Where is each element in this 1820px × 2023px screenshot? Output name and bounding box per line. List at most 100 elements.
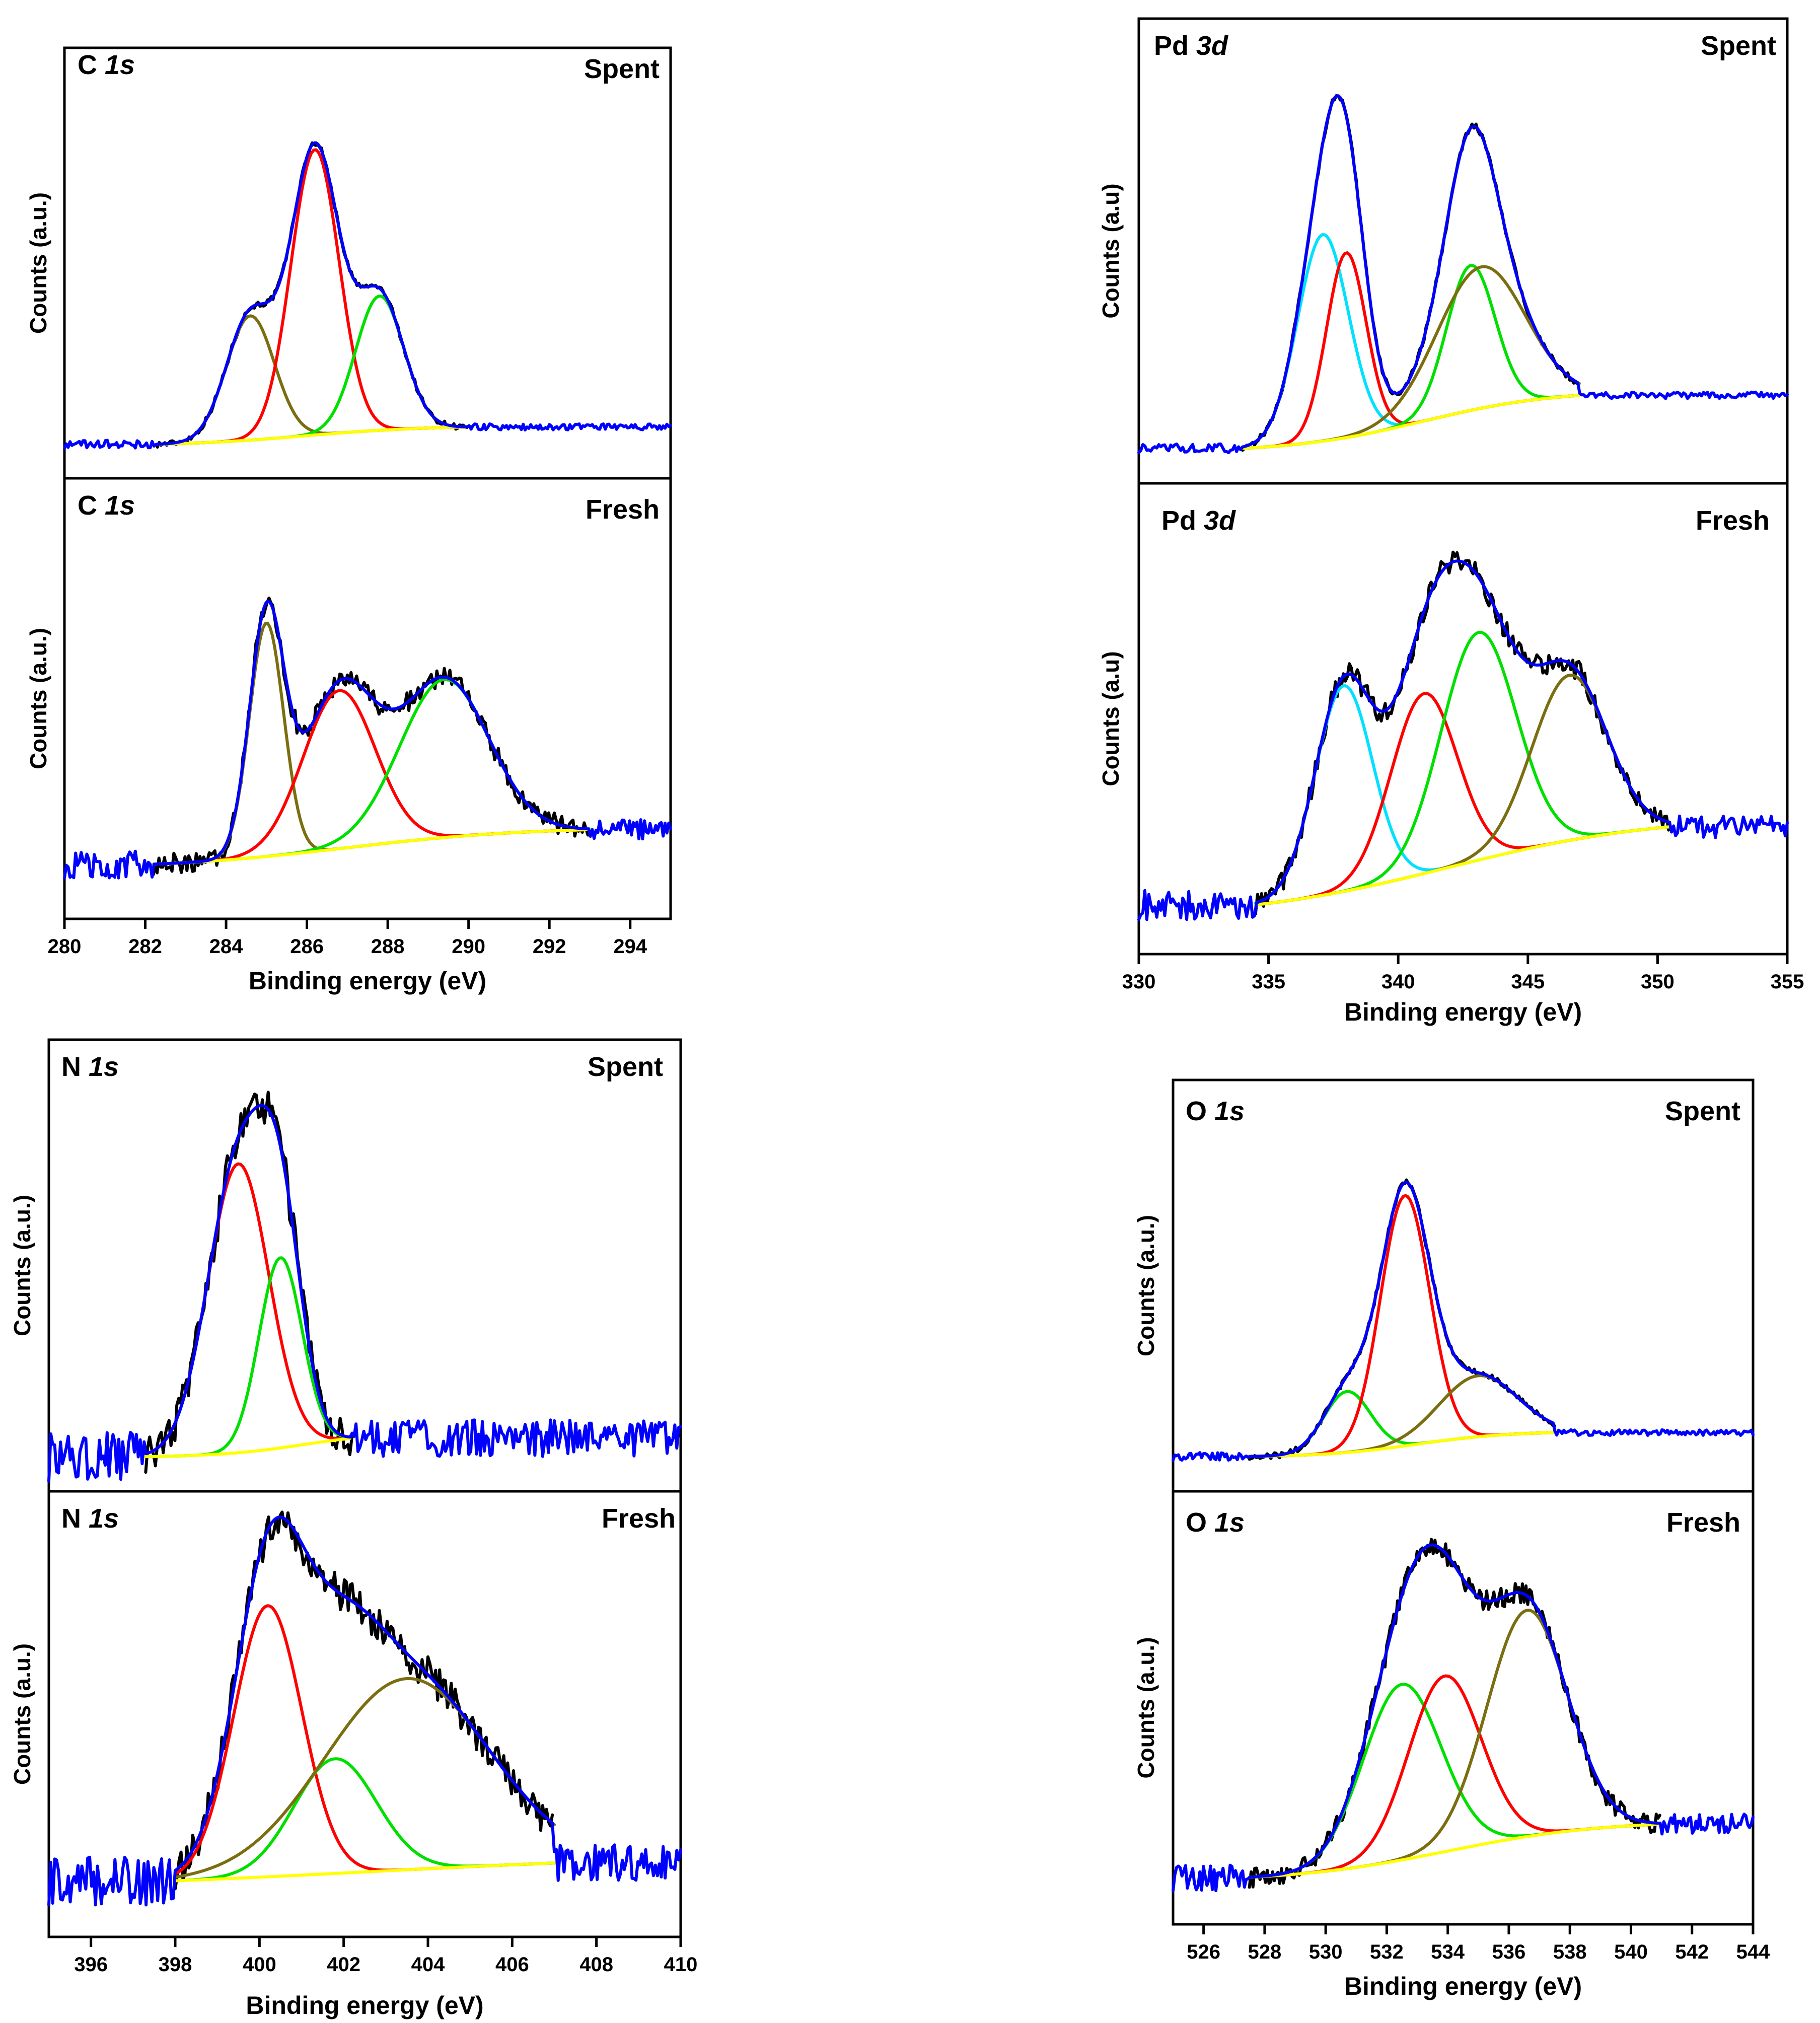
x-tick-label: 530 — [1309, 1941, 1343, 1963]
fit-component-3 — [1248, 1609, 1661, 1879]
fit-component-3 — [174, 1677, 556, 1879]
panel-spent: C 1s Spent Counts (a.u.) — [25, 46, 672, 480]
x-tick-label: 402 — [327, 1954, 360, 1976]
panel-fresh: N 1s Fresh Counts (a.u.) — [9, 1490, 682, 1938]
envelope-fit-line — [1172, 1543, 1755, 1893]
panel-core-level-label: Pd 3d — [1161, 505, 1236, 536]
background-line — [174, 1861, 556, 1883]
panel-frame — [1172, 1490, 1755, 1926]
fit-component-2 — [1254, 692, 1671, 907]
y-axis-label: Counts (a.u.) — [9, 1643, 35, 1785]
chart-n-1s: N 1s Spent Counts (a.u.) N 1s Fresh Counts (a… — [9, 1038, 698, 2019]
y-axis-label: Counts (a.u.) — [1133, 1215, 1159, 1356]
y-axis-label: Counts (a.u) — [1098, 651, 1124, 786]
envelope-fit-line — [47, 1104, 682, 1483]
x-tick-label: 398 — [159, 1954, 192, 1976]
panel-core-level-label: O 1s — [1186, 1096, 1245, 1126]
panel-frame — [1137, 482, 1789, 956]
x-tick-label: 288 — [371, 935, 405, 958]
x-tick-label: 542 — [1675, 1941, 1709, 1963]
x-axis-label: Binding energy (eV) — [246, 1991, 483, 2019]
panel-frame — [1137, 17, 1789, 485]
x-tick-label: 292 — [533, 935, 566, 958]
fit-component-2 — [174, 1757, 556, 1883]
x-tick-label: 355 — [1771, 971, 1804, 993]
panel-frame — [47, 1038, 682, 1493]
x-tick-label: 536 — [1492, 1941, 1526, 1963]
x-tick-label: 532 — [1370, 1941, 1404, 1963]
envelope-fit-line — [47, 1515, 682, 1907]
x-tick-label: 286 — [290, 935, 324, 958]
x-tick-label: 340 — [1381, 971, 1415, 993]
fit-component-1 — [1254, 684, 1671, 905]
chart-pd-3d: Pd 3d Spent Counts (a.u) Pd 3d Fresh Counts (… — [1098, 17, 1804, 1026]
x-tick-label: 290 — [452, 935, 485, 958]
envelope-fit-line — [1137, 559, 1789, 921]
x-tick-label: 280 — [48, 935, 82, 958]
fit-component-3 — [152, 678, 591, 866]
envelope-fit-line — [63, 141, 672, 450]
x-tick-label: 540 — [1614, 1941, 1648, 1963]
panel-fresh: O 1s Fresh Counts (a.u.) — [1133, 1490, 1755, 1926]
panel-condition-label: Fresh — [1666, 1507, 1740, 1538]
x-tick-label: 408 — [579, 1954, 613, 1976]
x-axis-label: Binding energy (eV) — [1344, 998, 1582, 1026]
x-axis-label: Binding energy (eV) — [249, 967, 486, 995]
panel-frame — [63, 477, 672, 920]
panel-core-level-label: O 1s — [1186, 1507, 1245, 1538]
y-axis-label: Counts (a.u) — [1098, 183, 1124, 318]
panel-core-level-label: C 1s — [78, 50, 135, 80]
panel-frame — [63, 46, 672, 480]
fit-component-4 — [1254, 673, 1671, 907]
x-tick-label: 406 — [495, 1954, 529, 1976]
panel-condition-label: Fresh — [602, 1503, 676, 1534]
panel-spent: O 1s Spent Counts (a.u.) — [1133, 1078, 1755, 1493]
envelope-fit-line — [63, 600, 672, 880]
background-line — [1254, 825, 1671, 907]
chart-o-1s: O 1s Spent Counts (a.u.) O 1s Fresh Counts (a… — [1133, 1078, 1770, 2000]
background-line — [1248, 1823, 1661, 1879]
x-tick-label: 404 — [411, 1954, 445, 1976]
x-tick-label: 330 — [1122, 971, 1156, 993]
panel-frame — [47, 1490, 682, 1938]
chart-c-1s: C 1s Spent Counts (a.u.) C 1s Fresh Counts (a… — [25, 46, 672, 995]
panel-core-level-label: Pd 3d — [1154, 31, 1228, 61]
fit-component-2 — [1248, 1194, 1555, 1458]
panel-condition-label: Spent — [1701, 31, 1776, 61]
fit-component-2 — [152, 689, 591, 866]
x-tick-label: 534 — [1431, 1941, 1465, 1963]
x-tick-label: 528 — [1248, 1941, 1282, 1963]
panel-condition-label: Fresh — [586, 494, 660, 525]
panel-spent: Pd 3d Spent Counts (a.u) — [1098, 17, 1789, 485]
raw-spectrum-line — [1248, 1538, 1661, 1889]
background-line — [156, 425, 469, 446]
fit-component-1 — [152, 621, 591, 866]
x-axis-label: Binding energy (eV) — [1344, 1972, 1582, 2000]
x-tick-label: 410 — [664, 1954, 698, 1976]
y-axis-label: Counts (a.u.) — [25, 192, 51, 334]
x-tick-label: 282 — [128, 935, 162, 958]
x-tick-label: 400 — [243, 1954, 276, 1976]
x-tick-label: 294 — [613, 935, 647, 958]
x-tick-label: 526 — [1187, 1941, 1220, 1963]
fit-component-3 — [1241, 264, 1581, 450]
panel-condition-label: Spent — [588, 1052, 663, 1082]
background-line — [144, 1437, 351, 1458]
panel-condition-label: Fresh — [1696, 505, 1770, 536]
x-tick-label: 335 — [1252, 971, 1285, 993]
background-line — [1248, 1431, 1555, 1458]
x-tick-label: 284 — [209, 935, 243, 958]
panel-condition-label: Spent — [1665, 1096, 1740, 1126]
fit-component-1 — [174, 1604, 556, 1876]
raw-spectrum-line — [1248, 1178, 1556, 1461]
x-tick-label: 544 — [1736, 1941, 1770, 1963]
panel-condition-label: Spent — [584, 54, 660, 84]
raw-spectrum-line — [144, 1091, 353, 1474]
envelope-fit-line — [1172, 1181, 1755, 1462]
x-tick-label: 345 — [1511, 971, 1545, 993]
fit-component-4 — [1241, 265, 1581, 450]
x-tick-label: 350 — [1641, 971, 1675, 993]
panel-spent: N 1s Spent Counts (a.u.) — [9, 1038, 682, 1493]
panel-core-level-label: N 1s — [61, 1052, 119, 1082]
envelope-fit-line — [1137, 94, 1789, 454]
